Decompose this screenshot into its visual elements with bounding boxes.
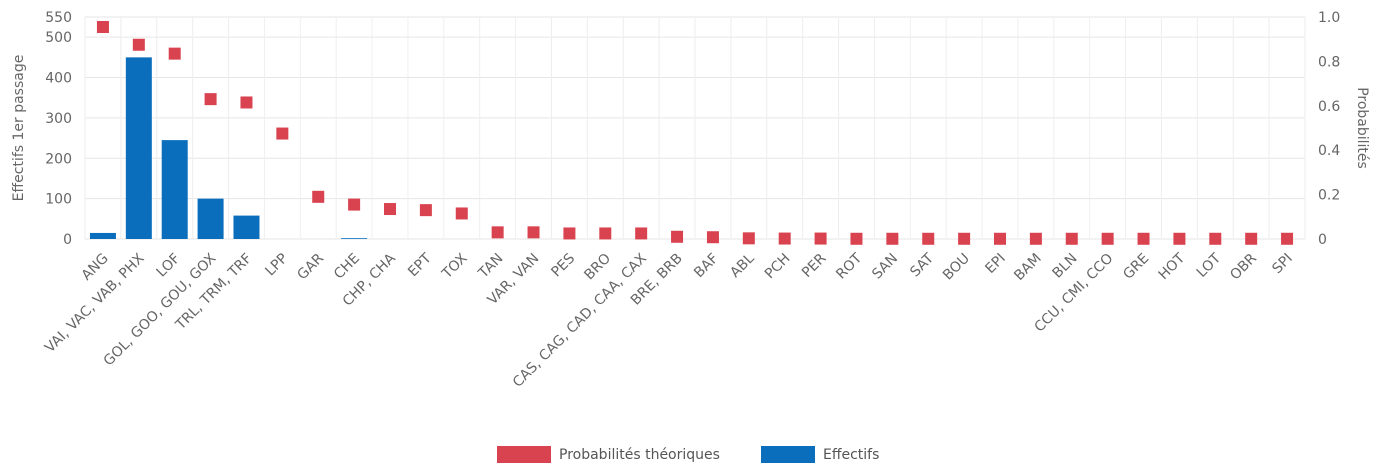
point-probabilite — [994, 232, 1006, 245]
x-tick-label: CHE — [331, 251, 363, 283]
point-probabilite — [384, 203, 396, 216]
point-probabilite — [1029, 232, 1042, 245]
point-probabilite — [635, 227, 648, 240]
y2-tick-label: 0.8 — [1318, 54, 1340, 70]
point-probabilite — [1101, 232, 1114, 245]
point-probabilite — [419, 204, 432, 217]
x-tick-label: LPP — [262, 251, 291, 280]
point-probabilite — [527, 226, 540, 239]
point-probabilite — [240, 96, 253, 109]
x-tick-label: BRO — [581, 251, 614, 284]
y-tick-label: 400 — [45, 71, 72, 87]
point-probabilite — [706, 231, 719, 244]
point-probabilite — [348, 198, 361, 211]
point-probabilite — [312, 190, 325, 203]
y-tick-label: 500 — [45, 30, 72, 46]
point-probabilite — [1173, 232, 1186, 245]
bar-effectifs — [125, 57, 152, 240]
point-probabilite — [204, 93, 217, 106]
point-probabilite — [1209, 232, 1222, 245]
y-tick-label: 100 — [45, 192, 72, 208]
point-probabilite — [1137, 232, 1150, 245]
y2-tick-label: 0.6 — [1318, 99, 1340, 115]
x-tick-label: ABL — [727, 250, 758, 281]
point-probabilite — [814, 232, 827, 245]
legend: Probabilités théoriques Effectifs — [497, 446, 879, 463]
point-probabilite — [455, 207, 468, 220]
point-probabilite — [886, 232, 899, 245]
x-tick-label: OBR — [1227, 250, 1260, 283]
left-axis: 0 100 200 300 400 500 550 — [45, 10, 72, 248]
point-probabilite — [958, 232, 971, 245]
bar-effectifs — [233, 215, 260, 239]
x-tick-label: EPI — [982, 251, 1008, 277]
x-tick-label: LOF — [154, 251, 184, 281]
point-probabilite — [276, 127, 289, 140]
y-tick-label: 0 — [63, 232, 72, 248]
x-tick-label: SPI — [1269, 251, 1295, 277]
x-tick-label: BAM — [1011, 251, 1044, 284]
y-tick-label: 200 — [45, 151, 72, 167]
point-probabilite — [491, 226, 504, 239]
bar-effectifs — [341, 238, 368, 239]
point-probabilite — [599, 227, 612, 240]
x-tick-label: TAN — [475, 251, 506, 282]
point-probabilite — [168, 47, 181, 60]
x-tick-label: HOT — [1156, 250, 1189, 283]
bar-series-effectifs — [89, 57, 368, 240]
grid-lines — [84, 16, 1306, 240]
point-probabilite — [850, 232, 863, 245]
point-probabilite — [1245, 232, 1258, 245]
point-probabilite — [671, 230, 684, 243]
x-tick-label: EPT — [405, 250, 435, 280]
x-tick-label: SAN — [869, 251, 901, 283]
point-series-probabilites — [96, 20, 1294, 245]
y-tick-label: 550 — [45, 10, 72, 26]
x-tick-label: PER — [799, 250, 830, 281]
bar-effectifs — [161, 140, 188, 239]
x-tick-label: BOU — [940, 251, 973, 284]
x-tick-label: BAF — [691, 251, 722, 282]
x-tick-label: SAT — [907, 250, 937, 280]
point-probabilite — [1065, 232, 1078, 245]
bar-effectifs — [89, 232, 116, 239]
legend-swatch-effectifs — [761, 446, 815, 463]
point-probabilite — [563, 227, 576, 240]
y-tick-label: 300 — [45, 111, 72, 127]
x-tick-label: ROT — [833, 250, 865, 282]
point-probabilite — [1281, 232, 1294, 245]
x-tick-label: BLN — [1050, 251, 1081, 282]
y2-tick-label: 0.2 — [1318, 188, 1340, 204]
x-tick-label: TOX — [439, 250, 471, 282]
x-tick-label: PCH — [762, 251, 794, 283]
point-probabilite — [132, 38, 145, 51]
y2-tick-label: 0.4 — [1318, 143, 1340, 159]
y2-axis-title: Probabilités — [1354, 87, 1370, 169]
x-tick-label: GAR — [294, 250, 327, 283]
x-tick-label: GRE — [1120, 251, 1152, 283]
y-axis-title: Effectifs 1er passage — [11, 55, 27, 202]
point-probabilite — [778, 232, 791, 245]
x-tick-label: LOT — [1194, 250, 1225, 281]
point-probabilite — [922, 232, 935, 245]
point-probabilite — [96, 20, 109, 33]
bar-effectifs — [197, 198, 224, 239]
right-axis: 0 0.2 0.4 0.6 0.8 1.0 — [1318, 10, 1340, 248]
y2-tick-label: 1.0 — [1318, 10, 1340, 26]
y2-tick-label: 0 — [1318, 232, 1327, 248]
point-probabilite — [742, 232, 755, 245]
legend-label-effectifs: Effectifs — [823, 447, 879, 463]
legend-label-probabilites: Probabilités théoriques — [559, 447, 720, 463]
x-tick-label: PES — [548, 250, 578, 280]
legend-swatch-probabilites — [497, 446, 551, 463]
